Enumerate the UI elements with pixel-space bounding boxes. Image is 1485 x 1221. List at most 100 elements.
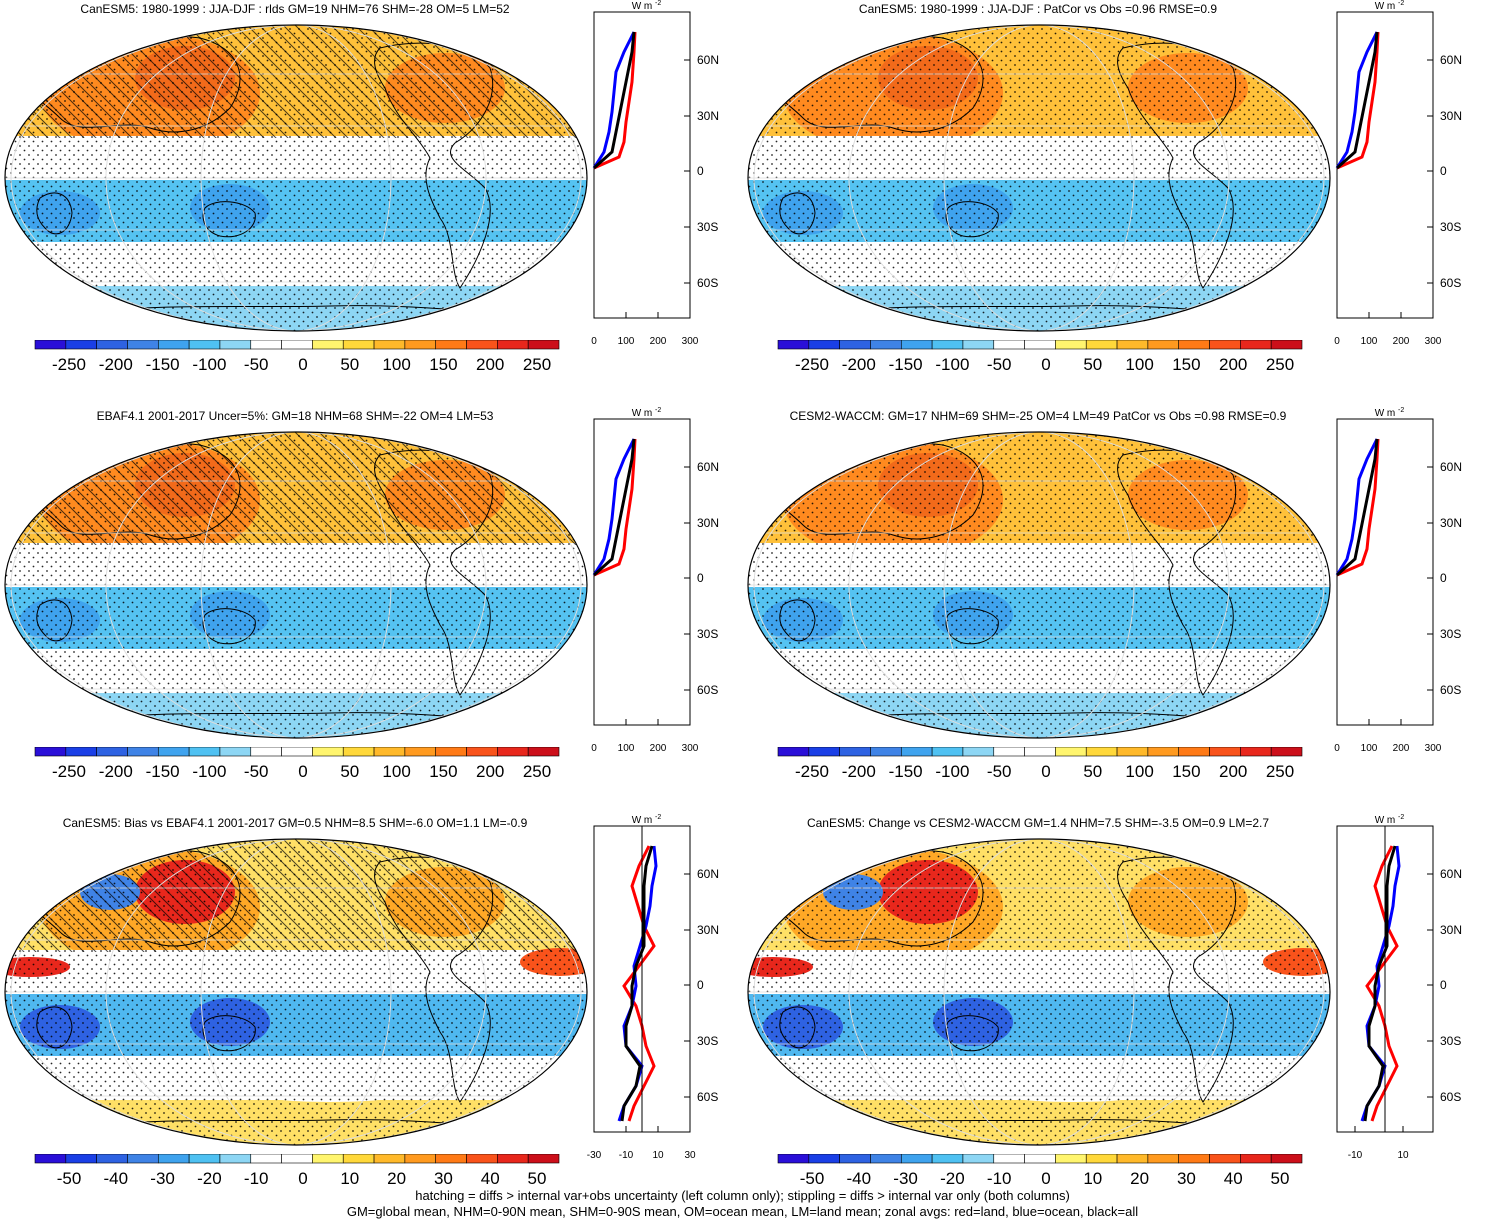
colorbar-label: -50 xyxy=(800,1169,825,1188)
colorbar-label: -20 xyxy=(197,1169,222,1188)
lat-tick-label: 60S xyxy=(1440,1090,1461,1104)
lat-tick-label: 60S xyxy=(697,683,718,697)
zonal-unit-label: W m xyxy=(632,815,653,826)
zonal-x-tick-label: -30 xyxy=(587,1150,602,1161)
lat-tick-label: 60S xyxy=(1440,683,1461,697)
colorbar-swatch xyxy=(1270,1154,1303,1164)
panel-canesm5-bias: CanESM5: Bias vs EBAF4.1 2001-2017 GM=0.… xyxy=(0,814,742,1219)
zonal-frame xyxy=(1336,11,1434,319)
colorbar-label: 100 xyxy=(382,355,410,374)
colorbar-swatch xyxy=(962,747,995,757)
colorbar-swatch xyxy=(65,340,97,350)
colorbar-swatch xyxy=(777,340,810,350)
colorbar-swatch xyxy=(157,340,190,350)
colorbar-swatch xyxy=(404,1154,437,1164)
colorbar-swatch xyxy=(497,1154,529,1164)
colorbar-swatch xyxy=(1116,340,1149,350)
lat-tick-label: 0 xyxy=(697,571,704,585)
colorbar-label: -20 xyxy=(940,1169,965,1188)
zonal-mean-plot: W m -2 60N 30N 0 30S 60S -10 10 xyxy=(1336,814,1462,1161)
colorbar-swatch xyxy=(1147,340,1180,350)
colorbar-label: 50 xyxy=(340,762,359,781)
colorbar-swatch xyxy=(1240,340,1272,350)
panel-cesm2-waccm: CESM2-WACCM: GM=17 NHM=69 SHM=-25 OM=4 L… xyxy=(743,407,1485,812)
colorbar-swatch xyxy=(435,1154,467,1164)
colorbar-swatch xyxy=(870,1154,902,1164)
colorbar-swatch xyxy=(312,1154,344,1164)
all-zonal-line xyxy=(1363,845,1397,1122)
colorbar-swatch xyxy=(1024,340,1056,350)
colorbar-swatch xyxy=(312,747,344,757)
zonal-unit-exponent: -2 xyxy=(1398,814,1404,821)
zonal-unit-label: W m xyxy=(1375,815,1396,826)
colorbar-label: -50 xyxy=(987,355,1012,374)
colorbar-label: 50 xyxy=(1083,355,1102,374)
colorbar-swatch xyxy=(373,340,406,350)
colorbar-label: 0 xyxy=(298,762,307,781)
lat-tick-label: 30N xyxy=(697,923,719,937)
colorbar-swatch xyxy=(188,1154,221,1164)
colorbar-swatch xyxy=(1055,747,1087,757)
colorbar-swatch xyxy=(435,747,467,757)
colorbar-swatch xyxy=(157,747,190,757)
zonal-frame xyxy=(1336,418,1434,726)
colorbar-swatch xyxy=(127,1154,159,1164)
colorbar-swatch xyxy=(808,747,840,757)
zonal-x-tick-label: -10 xyxy=(619,1150,634,1161)
colorbar-label: -150 xyxy=(889,355,923,374)
colorbar-swatch xyxy=(34,1154,67,1164)
zonal-mean-plot: W m -2 60N 30N 0 30S 60S 0 100 200 300 xyxy=(591,0,719,347)
colorbar-label: -100 xyxy=(935,762,969,781)
colorbar-swatch xyxy=(900,340,933,350)
colorbar-label: 200 xyxy=(476,355,504,374)
colorbar-swatch xyxy=(404,747,437,757)
map xyxy=(4,431,588,739)
colorbar-swatch xyxy=(1240,747,1272,757)
colorbar-swatch xyxy=(404,340,437,350)
panel-title: CanESM5: Bias vs EBAF4.1 2001-2017 GM=0.… xyxy=(62,816,528,830)
colorbar-label: -40 xyxy=(104,1169,129,1188)
colorbar-swatch xyxy=(250,1154,282,1164)
colorbar-swatch xyxy=(127,747,159,757)
land-zonal-line xyxy=(593,31,637,170)
colorbar-label: -50 xyxy=(244,762,269,781)
panel-canesm5-patcor: CanESM5: 1980-1999 : JJA-DJF : PatCor vs… xyxy=(743,0,1485,405)
footer-line-2: GM=global mean, NHM=0-90N mean, SHM=0-90… xyxy=(346,1204,1139,1219)
colorbar-label: 100 xyxy=(1125,355,1153,374)
colorbar-swatch xyxy=(188,747,221,757)
colorbar-swatch xyxy=(188,340,221,350)
colorbar-swatch xyxy=(900,747,933,757)
lat-tick-label: 0 xyxy=(1440,164,1447,178)
colorbar-swatch xyxy=(1055,1154,1087,1164)
lat-tick-label: 30S xyxy=(697,1034,718,1048)
lat-tick-label: 30S xyxy=(1440,1034,1461,1048)
zonal-x-tick-label: 100 xyxy=(618,336,635,347)
colorbar-swatch xyxy=(839,747,871,757)
colorbar-label: 0 xyxy=(1041,355,1050,374)
colorbar-label: 200 xyxy=(476,762,504,781)
colorbar-label: 250 xyxy=(1266,762,1294,781)
colorbar-swatch xyxy=(219,747,252,757)
colorbar-swatch xyxy=(96,747,128,757)
map xyxy=(747,24,1331,332)
zonal-mean-plot: W m -2 60N 30N 0 30S 60S 0 100 200 300 xyxy=(1334,407,1462,754)
colorbar-label: 200 xyxy=(1219,762,1247,781)
zonal-x-tick-label: 0 xyxy=(591,743,597,754)
colorbar-label: 50 xyxy=(340,355,359,374)
map-border xyxy=(747,838,1331,1146)
graticule xyxy=(748,25,1330,331)
colorbar-swatch xyxy=(1270,747,1303,757)
colorbar-swatch xyxy=(96,340,128,350)
colorbar-swatch xyxy=(993,747,1025,757)
lat-tick-label: 30N xyxy=(697,109,719,123)
map xyxy=(747,431,1331,739)
colorbar: -250 -200 -150 -100 -50 0 50 100 150 200 250 xyxy=(34,340,560,374)
colorbar-label: -100 xyxy=(935,355,969,374)
colorbar-swatch xyxy=(1240,1154,1272,1164)
colorbar-label: 0 xyxy=(298,1169,307,1188)
colorbar-label: -250 xyxy=(52,355,86,374)
colorbar-label: -150 xyxy=(889,762,923,781)
colorbar-swatch xyxy=(1147,1154,1180,1164)
colorbar-label: -200 xyxy=(99,762,133,781)
colorbar-label: 250 xyxy=(523,762,551,781)
